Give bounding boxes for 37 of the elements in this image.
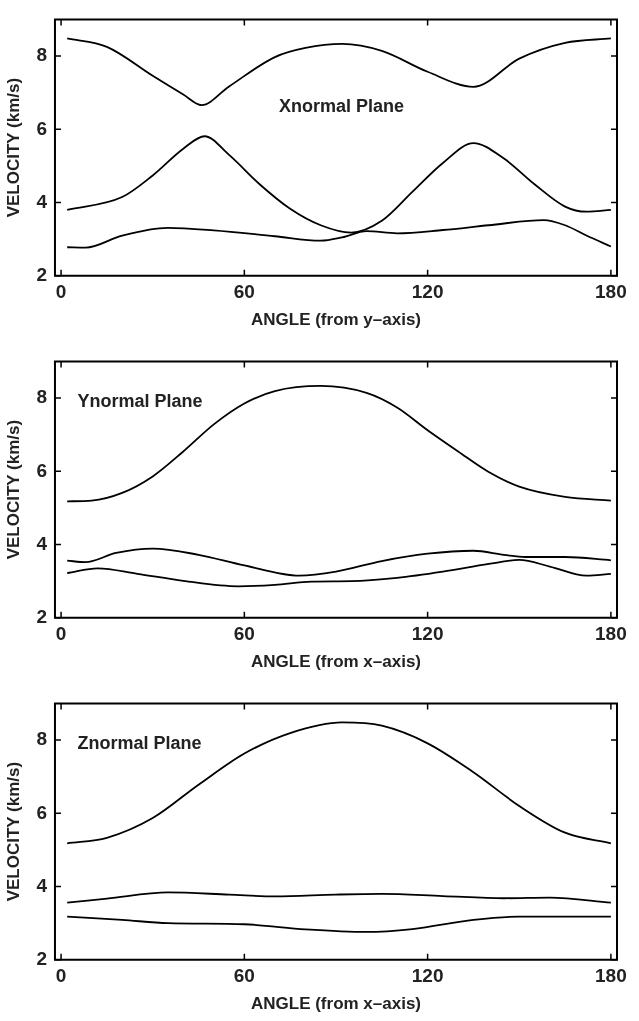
y-tick-label: 2 xyxy=(36,606,47,628)
y-tick-label: 4 xyxy=(36,190,48,212)
annotation: Znormal Plane xyxy=(77,733,202,754)
y-tick-label: 4 xyxy=(36,874,48,896)
x-tick-label: 60 xyxy=(233,623,255,645)
y-tick-label: 8 xyxy=(36,386,47,408)
x-tick-label: 120 xyxy=(411,623,444,645)
x-tick-label: 180 xyxy=(595,623,627,645)
x-tick-label: 180 xyxy=(595,281,627,303)
x-tick-label: 0 xyxy=(55,281,67,303)
annotation: Xnormal Plane xyxy=(279,95,405,116)
line-series xyxy=(66,891,612,904)
y-tick-label: 4 xyxy=(36,532,48,554)
y-tick-label: 6 xyxy=(36,459,47,481)
y-tick-label: 6 xyxy=(36,801,47,823)
y-axis-title: VELOCITY (km/s) xyxy=(3,419,23,560)
line-series xyxy=(66,385,612,503)
x-tick-label: 120 xyxy=(411,965,444,987)
x-axis-title: ANGLE (from y–axis) xyxy=(250,310,422,330)
line-series xyxy=(66,915,612,933)
x-axis-title: ANGLE (from x–axis) xyxy=(250,994,422,1014)
line-series xyxy=(66,721,612,845)
x-tick-label: 0 xyxy=(55,965,67,987)
y-axis-title: VELOCITY (km/s) xyxy=(3,761,23,902)
y-tick-label: 2 xyxy=(36,264,47,286)
x-tick-label: 180 xyxy=(595,965,627,987)
x-tick-label: 60 xyxy=(233,965,255,987)
y-axis-title: VELOCITY (km/s) xyxy=(3,77,23,218)
x-tick-label: 60 xyxy=(233,281,255,303)
y-tick-label: 8 xyxy=(36,44,47,66)
x-tick-label: 0 xyxy=(55,623,67,645)
y-tick-label: 8 xyxy=(36,728,47,750)
y-tick-label: 6 xyxy=(36,117,47,139)
x-axis-title: ANGLE (from x–axis) xyxy=(250,652,422,672)
x-tick-label: 120 xyxy=(411,281,444,303)
annotation: Ynormal Plane xyxy=(77,391,203,412)
y-tick-label: 2 xyxy=(36,948,47,970)
